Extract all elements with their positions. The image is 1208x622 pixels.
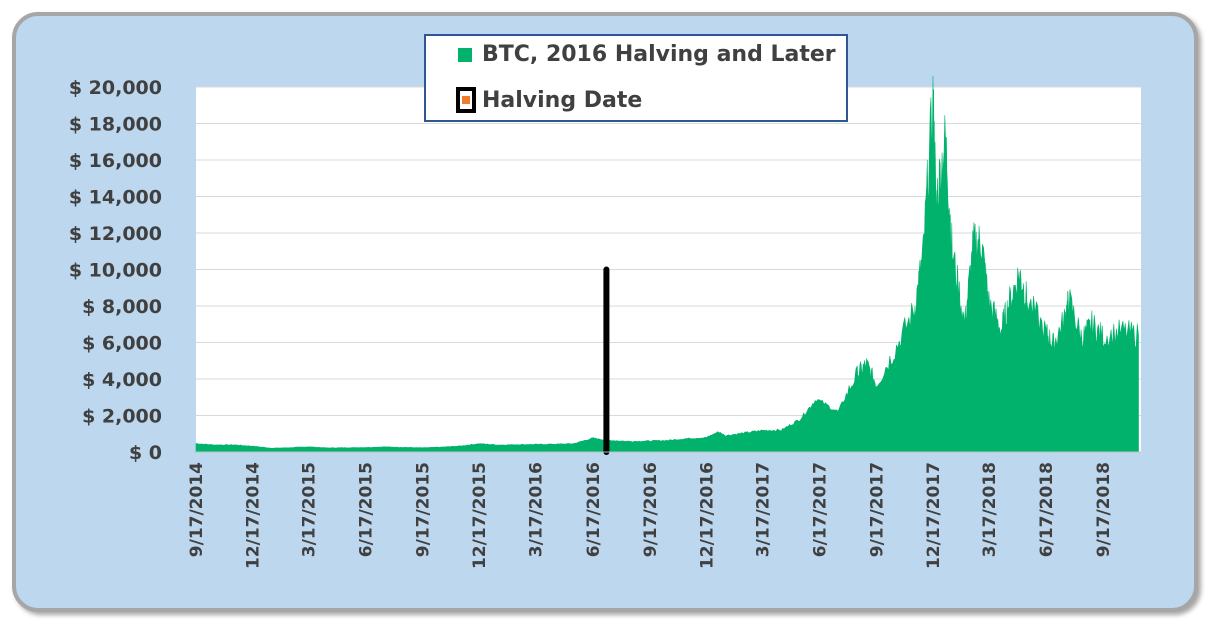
y-tick-label: $ 10,000 <box>69 260 162 282</box>
x-tick-label: 12/17/2016 <box>697 462 717 569</box>
x-tick-label: 9/17/2017 <box>867 462 887 557</box>
legend-label-btc: BTC, 2016 Halving and Later <box>482 42 836 67</box>
x-tick-label: 6/17/2016 <box>584 462 604 557</box>
legend-label-halving: Halving Date <box>482 87 643 113</box>
legend-item-btc: BTC, 2016 Halving and Later <box>458 42 836 67</box>
y-tick-label: $ 0 <box>129 442 162 464</box>
x-tick-label: 9/17/2018 <box>1094 462 1114 557</box>
y-tick-label: $ 12,000 <box>69 223 162 245</box>
x-tick-label: 12/17/2017 <box>924 462 944 569</box>
x-tick-label: 9/17/2016 <box>641 462 661 557</box>
btc-area-series <box>195 75 1139 453</box>
legend-swatch-halving <box>456 87 476 113</box>
y-tick-label: $ 4,000 <box>82 369 162 391</box>
x-tick-label: 6/17/2017 <box>810 462 830 557</box>
x-tick-label: 3/17/2016 <box>527 462 547 557</box>
x-tick-label: 6/17/2015 <box>357 462 377 557</box>
y-tick-label: $ 18,000 <box>69 114 162 136</box>
x-tick-label: 3/17/2018 <box>980 462 1000 557</box>
y-tick-label: $ 2,000 <box>82 406 162 428</box>
x-tick-label: 9/17/2014 <box>187 462 207 557</box>
y-axis-tick-labels: $ 0 $ 2,000 $ 4,000 $ 6,000 $ 8,000 $ 10,000 $… <box>69 77 162 464</box>
chart-legend: BTC, 2016 Halving and Later Halving Date <box>424 34 848 122</box>
x-tick-label: 9/17/2015 <box>414 462 434 557</box>
legend-item-halving: Halving Date <box>456 87 642 113</box>
x-tick-label: 12/17/2014 <box>244 462 264 569</box>
x-tick-label: 12/17/2015 <box>470 462 490 569</box>
x-axis-tick-labels: 9/17/2014 12/17/2014 3/17/2015 6/17/2015 9/1… <box>187 462 1114 569</box>
x-tick-label: 3/17/2015 <box>299 462 319 557</box>
x-tick-label: 3/17/2017 <box>753 462 773 557</box>
y-tick-label: $ 14,000 <box>69 187 162 209</box>
y-tick-label: $ 8,000 <box>82 296 162 318</box>
y-tick-label: $ 20,000 <box>69 77 162 99</box>
y-tick-label: $ 6,000 <box>82 333 162 355</box>
y-tick-label: $ 16,000 <box>69 150 162 172</box>
legend-swatch-btc <box>458 47 472 62</box>
x-tick-label: 6/17/2018 <box>1037 462 1057 557</box>
btc-area <box>195 75 1139 453</box>
